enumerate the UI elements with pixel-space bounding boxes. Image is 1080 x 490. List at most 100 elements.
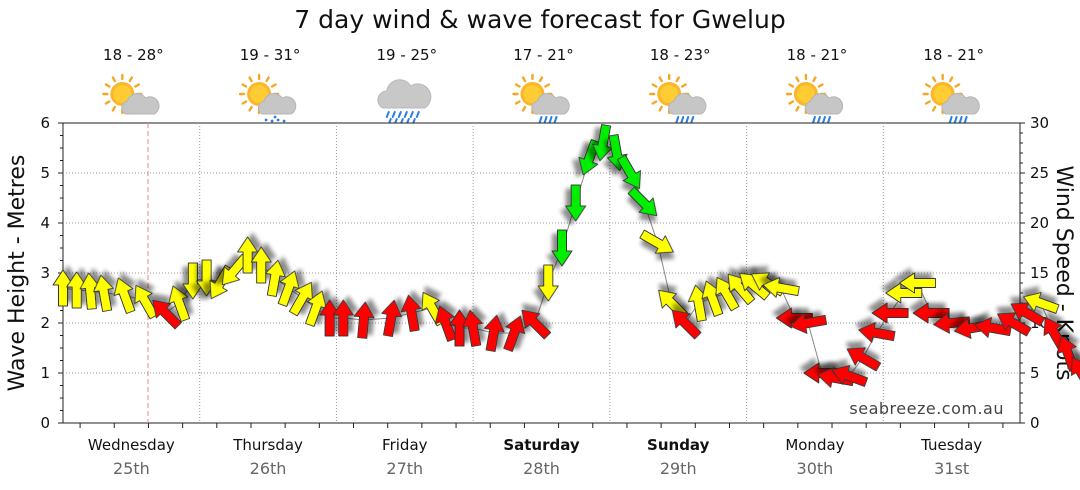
left-axis-title: Wave Height - Metres <box>5 155 30 392</box>
day-name: Wednesday <box>88 436 175 454</box>
right-tick-label: 5 <box>1030 364 1040 382</box>
wind-arrow <box>899 272 936 294</box>
wind-arrow <box>997 312 1032 337</box>
day-temperature: 17 - 21° <box>513 46 574 64</box>
wind-arrow <box>288 281 313 317</box>
wind-arrow <box>537 264 559 302</box>
wind-arrow <box>449 309 470 347</box>
day-name: Saturday <box>503 436 580 454</box>
wind-arrow <box>627 186 658 217</box>
wind-arrow <box>503 315 526 352</box>
wind-arrow <box>739 272 771 301</box>
day-temperature: 18 - 21° <box>787 46 848 64</box>
left-axis-ticks: 0 1 2 3 4 5 6 <box>40 114 63 432</box>
wind-arrow <box>775 307 813 329</box>
wind-arrow <box>789 313 828 334</box>
wind-arrow <box>521 309 552 340</box>
right-tick-label: 0 <box>1030 414 1040 432</box>
wind-arrow <box>168 285 191 322</box>
wind-arrow <box>592 124 613 162</box>
wind-arrow <box>885 282 923 304</box>
wind-arrow <box>79 272 101 310</box>
wind-arrow <box>381 299 402 337</box>
day-date: 31st <box>934 459 969 478</box>
partly-cloudy-drizzle-icon <box>238 73 297 123</box>
wind-arrow <box>831 365 869 387</box>
left-tick-label: 5 <box>40 164 50 182</box>
left-tick-label: 4 <box>40 214 50 232</box>
wind-arrow <box>93 274 114 312</box>
wind-arrow <box>912 302 950 324</box>
wind-arrows <box>52 124 1080 392</box>
wind-arrow <box>305 290 327 327</box>
wind-arrow <box>319 299 341 337</box>
left-tick-label: 6 <box>40 114 50 132</box>
left-tick-label: 0 <box>40 414 50 432</box>
day-name: Sunday <box>647 436 710 454</box>
wind-arrow <box>565 184 587 222</box>
wind-arrow <box>1010 302 1046 327</box>
right-tick-label: 15 <box>1030 264 1049 282</box>
wind-arrow <box>639 229 674 254</box>
weather-icons <box>102 73 980 125</box>
day-date: 29th <box>660 459 697 478</box>
watermark: seabreeze.com.au <box>849 399 1004 418</box>
day-temperature: 19 - 25° <box>376 46 437 64</box>
left-tick-label: 3 <box>40 264 50 282</box>
wind-arrow <box>1023 292 1060 314</box>
day-name: Tuesday <box>920 436 982 454</box>
chart-title: 7 day wind & wave forecast for Gwelup <box>294 5 785 34</box>
wind-arrow <box>277 270 300 307</box>
wind-arrow <box>727 273 756 306</box>
wind-arrow <box>483 314 505 352</box>
partly-cloudy-showers-icon <box>922 73 980 124</box>
right-tick-label: 25 <box>1030 164 1049 182</box>
daily-temperatures: 18 - 28° 19 - 31° 19 - 25° 17 - 21° 18 - 23°… <box>103 46 984 64</box>
wind-arrow <box>237 236 259 274</box>
wind-arrow <box>113 277 136 314</box>
day-temperature: 19 - 31° <box>240 46 301 64</box>
wind-arrow <box>400 294 422 332</box>
wind-arrow <box>933 312 971 334</box>
day-labels: Wednesday 25th Thursday 26th Friday 27th Satur… <box>88 436 982 478</box>
wind-arrow <box>353 301 375 339</box>
day-date: 28th <box>523 459 560 478</box>
cloudy-rain-icon <box>377 79 432 125</box>
wind-arrow <box>332 299 354 337</box>
right-tick-label: 30 <box>1030 114 1049 132</box>
wind-arrow <box>846 347 882 372</box>
partly-cloudy-showers-icon <box>785 73 844 124</box>
wind-arrow <box>871 302 909 324</box>
wind-arrow <box>66 271 88 309</box>
partly-cloudy-icon <box>102 73 160 115</box>
day-date: 27th <box>386 459 423 478</box>
partly-cloudy-showers-icon <box>649 73 707 124</box>
wind-arrow <box>462 309 483 347</box>
right-tick-label: 20 <box>1030 214 1049 232</box>
wind-arrow <box>551 229 573 267</box>
day-temperature: 18 - 21° <box>923 46 984 64</box>
wind-arrow <box>858 322 896 343</box>
day-name: Monday <box>785 436 844 454</box>
wind-arrow <box>715 276 740 312</box>
day-name: Thursday <box>232 436 303 454</box>
wind-arrow <box>671 309 702 340</box>
wind-arrow <box>52 269 74 307</box>
wind-arrow <box>762 277 800 298</box>
partly-cloudy-showers-icon <box>512 73 570 124</box>
wind-arrow <box>617 154 642 190</box>
day-date: 30th <box>797 459 834 478</box>
wind-arrow <box>152 299 182 330</box>
day-temperature: 18 - 28° <box>103 46 164 64</box>
day-temperature: 18 - 23° <box>650 46 711 64</box>
left-tick-label: 2 <box>40 314 50 332</box>
day-date: 26th <box>250 459 287 478</box>
day-name: Friday <box>382 436 428 454</box>
day-date: 25th <box>113 459 150 478</box>
wind-arrow <box>250 246 272 284</box>
left-tick-label: 1 <box>40 364 50 382</box>
right-axis-ticks: 051015202530 <box>1020 114 1049 432</box>
wind-arrow <box>265 259 286 297</box>
wind-arrow <box>1070 356 1080 392</box>
